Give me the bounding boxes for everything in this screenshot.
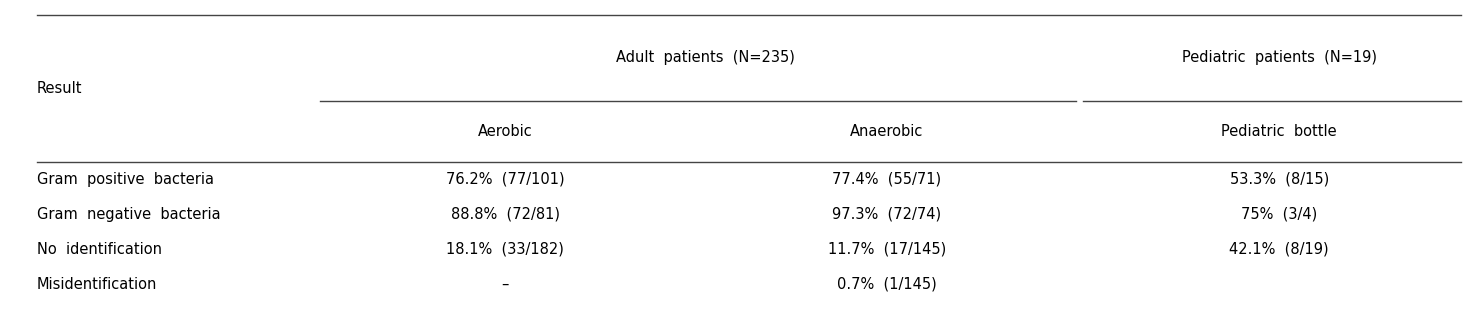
Text: No  identification: No identification [37,242,162,257]
Text: Pediatric  patients  (N=19): Pediatric patients (N=19) [1182,50,1376,66]
Text: Anaerobic: Anaerobic [850,123,924,139]
Text: 53.3%  (8/15): 53.3% (8/15) [1229,172,1329,187]
Text: 88.8%  (72/81): 88.8% (72/81) [451,207,559,222]
Text: Result: Result [37,81,82,96]
Text: 0.7%  (1/145): 0.7% (1/145) [836,277,937,292]
Text: 11.7%  (17/145): 11.7% (17/145) [828,242,946,257]
Text: Pediatric  bottle: Pediatric bottle [1222,123,1338,139]
Text: Gram  negative  bacteria: Gram negative bacteria [37,207,221,222]
Text: Gram  positive  bacteria: Gram positive bacteria [37,172,214,187]
Text: –: – [501,277,509,292]
Text: 97.3%  (72/74): 97.3% (72/74) [832,207,942,222]
Text: 75%  (3/4): 75% (3/4) [1241,207,1317,222]
Text: 77.4%  (55/71): 77.4% (55/71) [832,172,942,187]
Text: 18.1%  (33/182): 18.1% (33/182) [446,242,564,257]
Text: 76.2%  (77/101): 76.2% (77/101) [446,172,565,187]
Text: 42.1%  (8/19): 42.1% (8/19) [1229,242,1329,257]
Text: Aerobic: Aerobic [478,123,532,139]
Text: Adult  patients  (N=235): Adult patients (N=235) [615,50,795,66]
Text: Misidentification: Misidentification [37,277,157,292]
